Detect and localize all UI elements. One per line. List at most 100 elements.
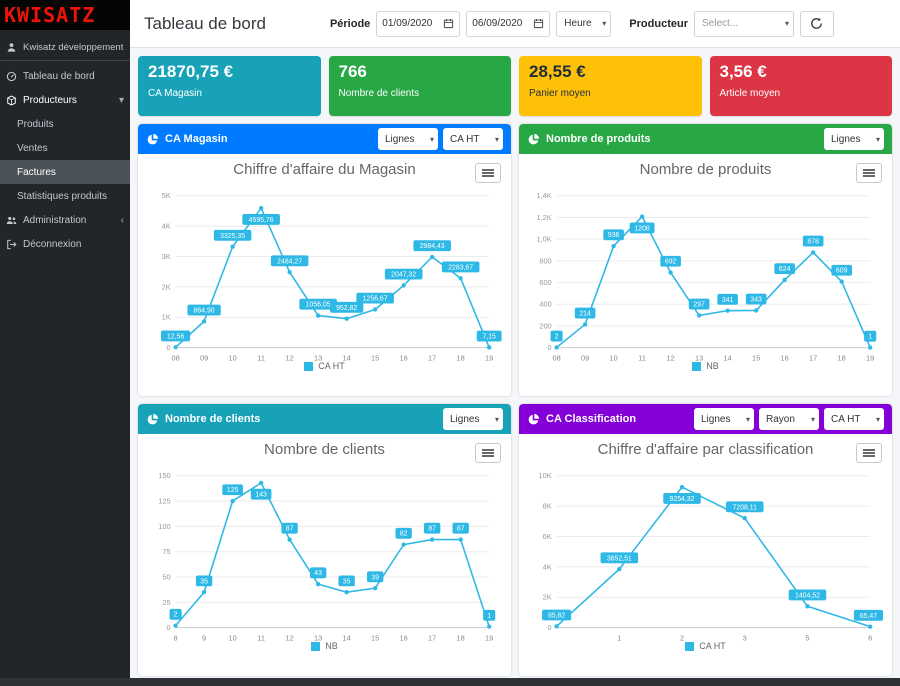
sidebar-item-label: Produits (17, 118, 54, 130)
chart-menu-button[interactable] (856, 443, 882, 463)
svg-text:50: 50 (162, 572, 170, 581)
hamburger-icon (863, 167, 875, 178)
chart-legend[interactable]: NB (146, 641, 503, 651)
svg-text:12: 12 (667, 353, 675, 362)
svg-text:16: 16 (400, 353, 408, 362)
display-mode-select[interactable]: Lignes ▾ (694, 408, 754, 430)
panel-body: Chiffre d'affaire par classification 0 2K… (519, 434, 892, 676)
svg-text:14: 14 (724, 353, 732, 362)
producteur-placeholder: Select... (701, 18, 739, 29)
svg-text:1056,05: 1056,05 (306, 302, 331, 309)
kpi-label: Panier moyen (529, 87, 591, 99)
sidebar-item-produits[interactable]: Produits (0, 112, 130, 136)
display-mode-select[interactable]: Lignes ▾ (378, 128, 438, 150)
svg-text:864,90: 864,90 (194, 307, 215, 314)
svg-text:25: 25 (162, 598, 170, 607)
select-value: Lignes (701, 413, 731, 425)
legend-label: CA HT (318, 361, 345, 372)
filter-controls: Période 01/09/2020 06/09/2020 (330, 10, 834, 37)
kpi-row: 21870,75 € CA Magasin 766 Nombre de clie… (138, 56, 892, 116)
panel-body: Chiffre d'affaire du Magasin 0 1K 2K 3K 4K 5K… (138, 154, 511, 396)
svg-text:4K: 4K (543, 562, 552, 571)
sidebar-item-label: Producteurs (23, 94, 77, 106)
svg-text:878: 878 (807, 239, 819, 246)
sidebar-item-ventes[interactable]: Ventes (0, 136, 130, 160)
svg-text:15: 15 (371, 353, 379, 362)
svg-text:7,15: 7,15 (482, 334, 496, 341)
svg-text:17: 17 (428, 353, 436, 362)
sidebar-item-factures[interactable]: Factures (0, 160, 130, 184)
svg-text:692: 692 (665, 259, 677, 266)
sidebar-item-label: Tableau de bord (23, 70, 95, 82)
sidebar-item-statistiques-produits[interactable]: Statistiques produits (0, 184, 130, 208)
svg-text:0: 0 (167, 623, 171, 632)
sidebar-item-deconnexion[interactable]: Déconnexion (0, 232, 130, 256)
svg-text:82: 82 (400, 531, 408, 538)
chevron-down-icon: ▾ (429, 134, 434, 144)
sidebar-item-dashboard[interactable]: Tableau de bord (0, 64, 130, 88)
metric-select[interactable]: CA HT ▾ (824, 408, 884, 430)
granularity-select[interactable]: Heure ▾ (556, 10, 612, 37)
svg-text:3: 3 (743, 633, 747, 642)
producteur-select[interactable]: Select... ▾ (693, 10, 794, 37)
svg-text:0: 0 (548, 623, 552, 632)
svg-text:7208,11: 7208,11 (733, 504, 758, 511)
svg-text:08: 08 (171, 353, 179, 362)
svg-text:65,47: 65,47 (860, 613, 877, 620)
chart-menu-button[interactable] (475, 443, 501, 463)
display-mode-select[interactable]: Lignes ▾ (443, 408, 503, 430)
chevron-down-icon: ▾ (875, 414, 880, 424)
legend-label: CA HT (699, 641, 726, 652)
app-logo[interactable]: KWISATZ (0, 0, 130, 30)
date-to-input[interactable]: 06/09/2020 (466, 10, 551, 37)
svg-text:2: 2 (680, 633, 684, 642)
sidebar-item-administration[interactable]: Administration ‹ (0, 208, 130, 232)
calendar-icon (534, 19, 544, 29)
refresh-button[interactable] (799, 10, 834, 37)
chart-pie-icon (528, 133, 540, 144)
panel-body: Nombre de produits 0 200 400 600 800 1,0K 1,2K… (519, 154, 892, 396)
chart-legend[interactable]: CA HT (146, 361, 503, 371)
panel-controls: Lignes ▾ (824, 128, 884, 150)
date-from-input[interactable]: 01/09/2020 (376, 10, 461, 37)
svg-text:13: 13 (314, 353, 322, 362)
svg-text:14: 14 (343, 633, 351, 642)
line-chart: 0 1K 2K 3K 4K 5K 08 09 10 11 12 13 14 15 16 17 18 19 12,56… (161, 191, 502, 362)
date-to-value: 06/09/2020 (472, 18, 523, 29)
svg-text:1: 1 (868, 334, 872, 341)
top-header: Tableau de bord Période 01/09/2020 06/09… (130, 0, 900, 48)
panel-ca-magasin: CA Magasin Lignes ▾ CA HT ▾ (138, 124, 511, 396)
chevron-down-icon: ▾ (494, 414, 499, 424)
svg-text:87: 87 (457, 526, 465, 533)
chevron-down-icon: ▾ (602, 19, 607, 28)
line-chart: 0 2K 4K 6K 8K 10K 1 2 3 5 6 85,82 3852,51 9254,32 7208… (539, 471, 884, 642)
chevron-down-icon: ▾ (118, 94, 124, 106)
sidebar-item-user[interactable]: Kwisatz développement (0, 34, 130, 61)
svg-text:17: 17 (809, 353, 817, 362)
svg-text:1: 1 (617, 633, 621, 642)
display-mode-select[interactable]: Lignes ▾ (824, 128, 884, 150)
chart-legend[interactable]: NB (527, 361, 884, 371)
hamburger-icon (482, 447, 494, 458)
chart-legend[interactable]: CA HT (527, 641, 884, 651)
producteur-label: Producteur (629, 17, 688, 30)
panel-header: CA Magasin Lignes ▾ CA HT ▾ (138, 124, 511, 154)
metric-select[interactable]: CA HT ▾ (443, 128, 503, 150)
svg-text:1,0K: 1,0K (536, 235, 551, 244)
sidebar-item-producteurs[interactable]: Producteurs ▾ (0, 88, 130, 112)
svg-text:3K: 3K (162, 252, 171, 261)
classification-select[interactable]: Rayon ▾ (759, 408, 819, 430)
svg-text:125: 125 (227, 487, 239, 494)
chart-menu-button[interactable] (856, 163, 882, 183)
kpi-label: CA Magasin (148, 87, 202, 99)
page-title: Tableau de bord (144, 13, 266, 33)
chart-menu-button[interactable] (475, 163, 501, 183)
svg-text:10: 10 (610, 353, 618, 362)
chevron-down-icon: ▾ (810, 414, 815, 424)
svg-text:343: 343 (750, 297, 762, 304)
chart-pie-icon (147, 133, 159, 144)
svg-text:5K: 5K (162, 191, 171, 200)
bottom-bar (0, 678, 900, 686)
chart-pie-icon (147, 413, 159, 424)
sidebar-item-label: Factures (17, 166, 56, 178)
